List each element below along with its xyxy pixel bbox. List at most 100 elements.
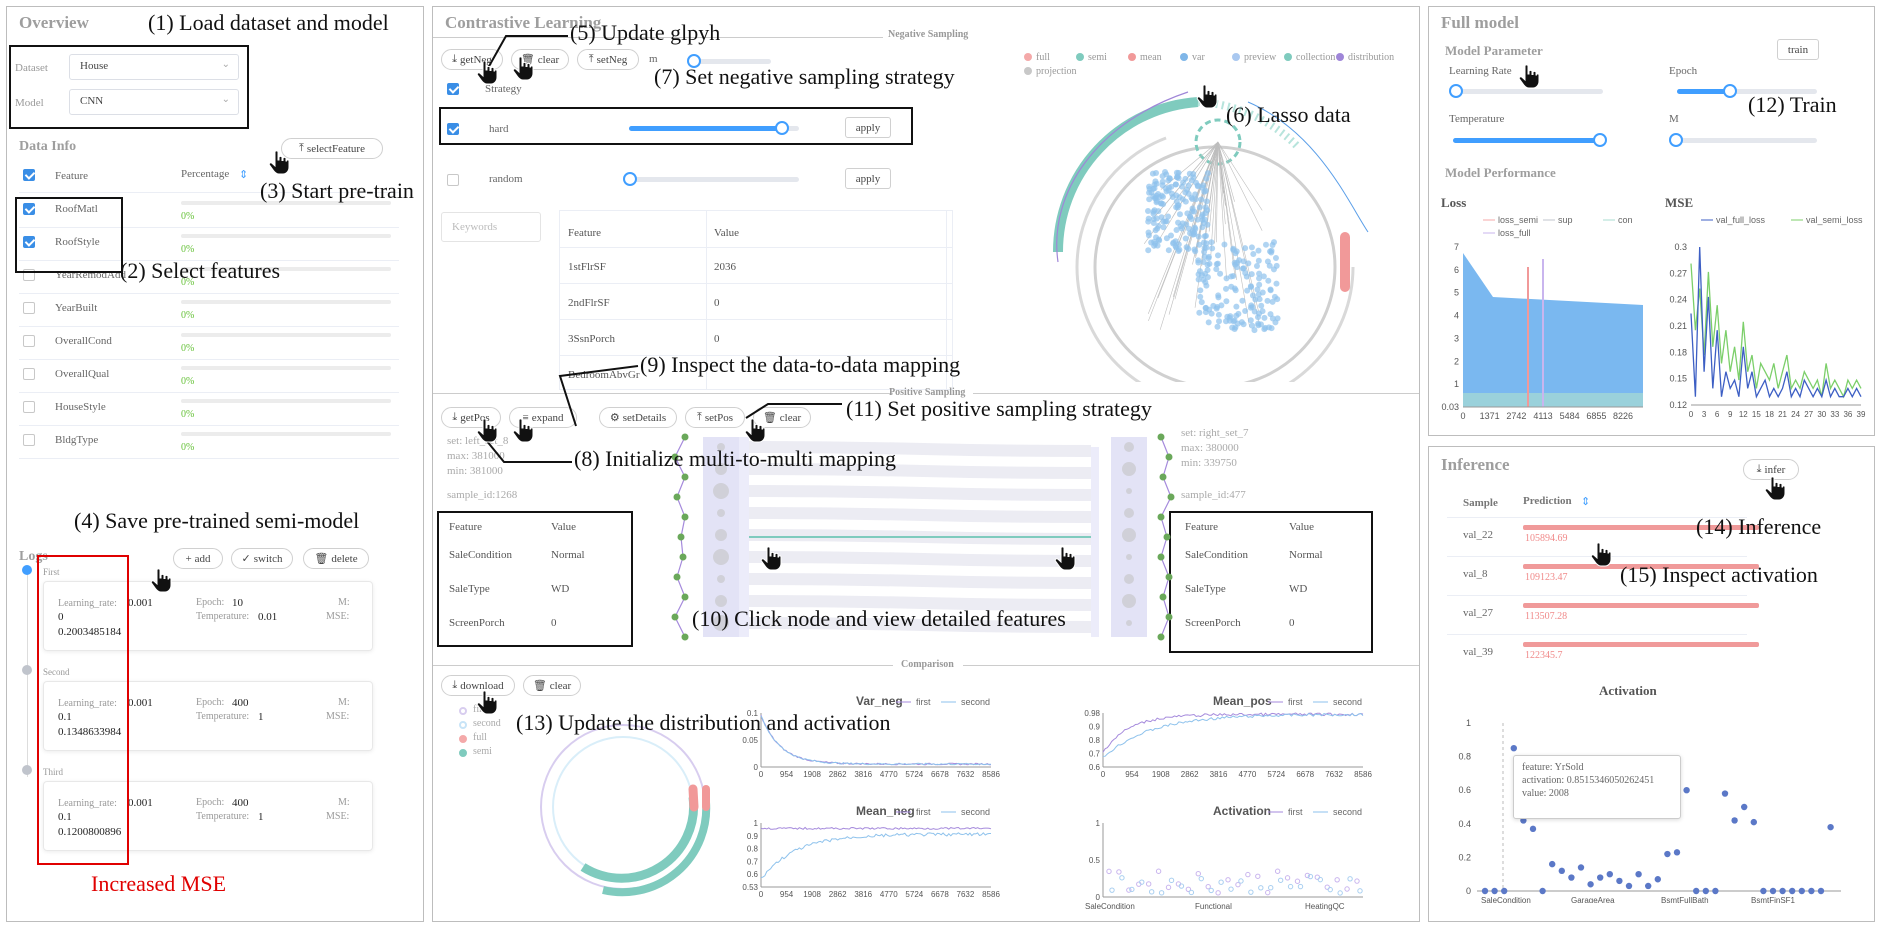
log-card[interactable]: Learning_rate: 0.001 0.1 0.1200800896 Epoch:…	[43, 781, 373, 851]
log-lr-label: Learning_rate:	[58, 598, 117, 609]
apply-random-button[interactable]: apply	[845, 168, 891, 189]
comparison-ring[interactable]	[523, 707, 723, 907]
download-button[interactable]: ⤓ download	[441, 675, 515, 696]
temperature-slider[interactable]	[1453, 138, 1603, 143]
data-point	[1205, 319, 1212, 326]
activation-point	[1510, 745, 1517, 752]
data-point	[1162, 169, 1169, 176]
lasso-link	[1217, 141, 1236, 279]
series-line	[760, 826, 992, 830]
pos-mapping-view[interactable]	[663, 427, 1183, 647]
lr-label: Learning Rate	[1449, 65, 1512, 77]
lr-slider-knob[interactable]	[1449, 84, 1463, 98]
train-button[interactable]: train	[1777, 39, 1819, 60]
right-side-dot	[1157, 433, 1165, 441]
dataset-select[interactable]: House ⌄	[69, 54, 239, 80]
x-tick-label: 6678	[1296, 770, 1314, 779]
activation-point	[1501, 887, 1508, 895]
random-checkbox[interactable]	[447, 174, 459, 186]
flow-band	[748, 441, 1092, 457]
y-tick-label: 5	[1454, 288, 1459, 298]
setneg-button[interactable]: ⤒ setNeg	[577, 49, 639, 70]
sort-icon[interactable]: ⇕	[239, 169, 249, 181]
apply-hard-button[interactable]: apply	[845, 117, 891, 138]
sort-icon[interactable]: ⇕	[1581, 496, 1591, 508]
hard-checkbox[interactable]	[447, 123, 459, 135]
log-card[interactable]: Learning_rate: 0.001 0 0.2003485184 Epoch: 10…	[43, 581, 373, 651]
strategy-all-checkbox[interactable]	[447, 83, 459, 95]
x-tick-label: 6855	[1586, 411, 1606, 421]
x-tick-label: 4770	[880, 890, 898, 899]
m-slider[interactable]	[691, 59, 771, 64]
flow-band	[748, 507, 1092, 523]
data-point	[1248, 244, 1255, 251]
feature-checkbox[interactable]	[23, 302, 35, 314]
feature-checkbox[interactable]	[23, 368, 35, 380]
data-point	[1214, 252, 1221, 259]
delete-button[interactable]: 🗑 delete	[303, 548, 369, 569]
select-feature-button[interactable]: ⤒ selectFeature	[281, 138, 383, 159]
activation-point	[1491, 887, 1498, 895]
right-sample-id: sample_id:477	[1181, 489, 1246, 501]
select-all-checkbox[interactable]	[23, 169, 35, 181]
x-tick-label: 6	[1715, 410, 1720, 419]
random-slider[interactable]	[629, 177, 799, 182]
clear-comp-button[interactable]: 🗑 clear	[523, 675, 581, 696]
switch-button[interactable]: ✓ switch	[231, 548, 293, 569]
log-card[interactable]: Learning_rate: 0.001 0.1 0.1348633984 Epoch:…	[43, 681, 373, 751]
legend-label: preview	[1244, 52, 1277, 63]
setpos-button[interactable]: ⤒ setPos	[685, 407, 745, 428]
temperature-slider-knob[interactable]	[1593, 133, 1607, 147]
keywords-input[interactable]: Keywords	[441, 212, 541, 242]
act-point-second	[1357, 888, 1363, 894]
data-point	[1156, 237, 1163, 244]
y-tick-label: 0.21	[1669, 321, 1687, 331]
annotation-5: (5) Update glpyh	[570, 20, 721, 45]
hard-slider[interactable]	[629, 126, 799, 131]
random-slider-knob[interactable]	[623, 172, 637, 186]
feature-checkbox[interactable]	[23, 434, 35, 446]
feature-checkbox[interactable]	[23, 203, 35, 215]
epoch-slider[interactable]	[1677, 89, 1817, 94]
m-slider-knob[interactable]	[687, 54, 701, 68]
data-point	[1168, 232, 1175, 239]
prediction-value: 113507.28	[1525, 611, 1568, 622]
lasso-link	[1217, 141, 1263, 211]
feature-checkbox[interactable]	[23, 236, 35, 248]
feature-checkbox[interactable]	[23, 335, 35, 347]
y-tick-label: 0	[1466, 886, 1471, 896]
x-tick-label: 5724	[905, 890, 923, 899]
act-point-second	[1109, 887, 1115, 893]
log-mse-value: 0.2003485184	[58, 626, 122, 638]
y-tick-label: 0.15	[1669, 374, 1687, 384]
setdetails-button[interactable]: ⚙ setDetails	[599, 407, 677, 428]
act-point-second	[1218, 879, 1224, 885]
lr-slider[interactable]	[1453, 89, 1603, 94]
add-button[interactable]: + add	[173, 548, 223, 569]
activation-point	[1712, 887, 1719, 895]
lasso-link	[1217, 141, 1235, 202]
feature-percentage: 0%	[181, 211, 195, 222]
activation-point	[1606, 871, 1613, 878]
data-point	[1197, 293, 1204, 300]
y-tick-label: 1	[1454, 379, 1459, 389]
activation-point	[1779, 887, 1786, 895]
right-side-dot	[1163, 533, 1171, 541]
act-point-second	[1168, 877, 1175, 884]
hard-slider-knob[interactable]	[775, 121, 789, 135]
row-divider	[19, 326, 399, 327]
data-point	[1183, 186, 1190, 193]
neg-sampling-glyph[interactable]: full semi mean var preview collection distribu…	[1018, 42, 1418, 382]
act-point-first	[1354, 878, 1360, 884]
legend-label: var	[1192, 52, 1205, 63]
model-select[interactable]: CNN ⌄	[69, 89, 239, 115]
m-full-slider[interactable]	[1677, 138, 1817, 143]
feature-checkbox[interactable]	[23, 401, 35, 413]
right-set-min: min: 339750	[1181, 457, 1237, 469]
table-cell-feature: 1stFlrSF	[568, 261, 606, 273]
hand-cursor-icon	[476, 60, 498, 85]
epoch-slider-knob[interactable]	[1723, 84, 1737, 98]
data-point	[1272, 254, 1279, 261]
data-point	[1261, 326, 1268, 333]
m-full-slider-knob[interactable]	[1669, 133, 1683, 147]
